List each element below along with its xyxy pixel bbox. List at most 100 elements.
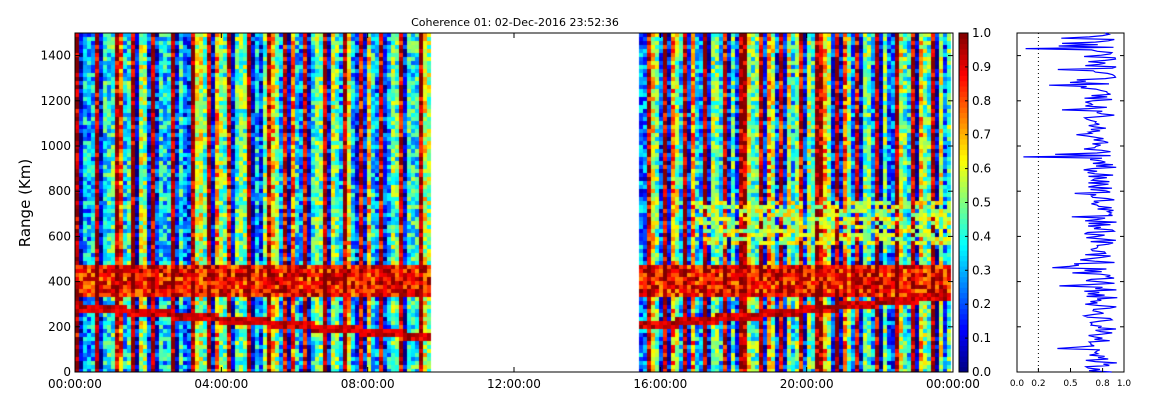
colorbar-segment [959, 38, 968, 45]
colorbar-segment [959, 181, 968, 188]
colorbar-segment [959, 133, 968, 140]
colorbar-segment [959, 59, 968, 66]
y-tick-label: 1000 [40, 139, 71, 153]
heatmap-image [75, 33, 953, 372]
y-tick-label: 1400 [40, 49, 71, 63]
y-tick-label: 200 [48, 320, 71, 334]
colorbar-segment [959, 91, 968, 98]
colorbar-segment [959, 308, 968, 315]
heatmap-x-ticks: 00:00:00 04:00:00 08:00:00 12:00:00 16:00:00… [48, 33, 980, 391]
colorbar-tick-label: 0.7 [972, 128, 991, 142]
colorbar-tick-label: 0.9 [972, 60, 991, 74]
colorbar-segment [959, 213, 968, 219]
colorbar-segment [959, 356, 968, 362]
colorbar-segment [959, 303, 968, 309]
colorbar-segment [959, 197, 968, 203]
colorbar-segment [959, 361, 968, 368]
profile-x-tick-label: 1.0 [1117, 379, 1132, 389]
heatmap-y-ticks: 0 200 400 600 800 1000 1200 1400 [40, 49, 953, 379]
colorbar-segment [959, 144, 968, 151]
x-tick-label: 08:00:00 [341, 377, 395, 391]
heatmap-plot [75, 33, 953, 372]
colorbar-segment [959, 223, 968, 230]
colorbar-segment [959, 345, 968, 352]
colorbar-segment [959, 75, 968, 82]
profile-x-tick-label: 0.8 [1095, 379, 1110, 389]
colorbar-segment [959, 64, 968, 71]
colorbar-segment [959, 128, 968, 135]
colorbar-segment [959, 271, 968, 278]
colorbar-segment [959, 292, 968, 299]
colorbar-segment [959, 276, 968, 283]
y-tick-label: 600 [48, 229, 71, 243]
colorbar-segment [959, 340, 968, 347]
colorbar-segment [959, 107, 968, 113]
colorbar-segment [959, 281, 968, 288]
colorbar-segment [959, 191, 968, 198]
colorbar-segment [959, 329, 968, 336]
colorbar-segment [959, 154, 968, 161]
colorbar-segment [959, 123, 968, 129]
colorbar-segment [959, 324, 968, 331]
x-tick-label: 16:00:00 [633, 377, 687, 391]
colorbar-segment [959, 96, 968, 103]
colorbar-segment [959, 48, 968, 55]
x-tick-label: 00:00:00 [926, 377, 980, 391]
colorbar-segment [959, 313, 968, 320]
x-tick-label: 20:00:00 [780, 377, 834, 391]
colorbar-segment [959, 334, 968, 341]
colorbar-segment [959, 244, 968, 251]
y-axis-label: Range (Km) [16, 159, 34, 247]
colorbar-segment [959, 70, 968, 76]
x-tick-label: 04:00:00 [194, 377, 248, 391]
colorbar-tick-label: 0.3 [972, 263, 991, 277]
colorbar-tick-label: 0.1 [972, 331, 991, 345]
colorbar-segment [959, 260, 968, 267]
colorbar-segment [959, 176, 968, 182]
profile-series-line [1023, 32, 1118, 373]
colorbar [959, 33, 968, 373]
colorbar-segment [959, 239, 968, 246]
colorbar-tick-label: 0.4 [972, 229, 991, 243]
profile-x-tick-label: 0.2 [1031, 379, 1045, 389]
x-tick-label: 12:00:00 [487, 377, 541, 391]
colorbar-segment [959, 54, 968, 60]
colorbar-segment [959, 297, 968, 304]
colorbar-segment [959, 43, 968, 50]
colorbar-segment [959, 160, 968, 166]
colorbar-segment [959, 228, 968, 235]
colorbar-segment [959, 80, 968, 87]
colorbar-segment [959, 149, 968, 156]
colorbar-segment [959, 112, 968, 119]
colorbar-segment [959, 165, 968, 172]
colorbar-tick-label: 0.2 [972, 297, 991, 311]
profile-x-tick-label: 0.0 [1010, 379, 1025, 389]
colorbar-segment [959, 287, 968, 294]
colorbar-segment [959, 117, 968, 124]
y-tick-label: 800 [48, 184, 71, 198]
y-tick-label: 1200 [40, 94, 71, 108]
colorbar-segment [959, 255, 968, 262]
colorbar-tick-label: 1.0 [972, 26, 991, 40]
colorbar-tick-label: 0.0 [972, 365, 991, 379]
colorbar-segment [959, 350, 968, 357]
colorbar-segment [959, 138, 968, 145]
colorbar-segment [959, 202, 968, 209]
colorbar-segment [959, 250, 968, 256]
colorbar-segment [959, 85, 968, 92]
colorbar-tick-label: 0.8 [972, 94, 991, 108]
profile-panel-frame [1016, 32, 1125, 373]
colorbar-ticks: 0.0 0.1 0.2 0.3 0.4 0.5 0.6 0.7 0.8 0.9 1.0 [965, 26, 991, 379]
y-tick-label: 0 [63, 365, 71, 379]
colorbar-segment [959, 170, 968, 177]
profile-x-tick-label: 0.5 [1063, 379, 1077, 389]
colorbar-segment [959, 33, 968, 39]
x-tick-label: 00:00:00 [48, 377, 102, 391]
colorbar-segment [959, 319, 968, 325]
colorbar-tick-label: 0.6 [972, 162, 991, 176]
colorbar-segment [959, 218, 968, 225]
chart-title: Coherence 01: 02-Dec-2016 23:52:36 [411, 16, 619, 29]
profile-ticks: 0.0 0.2 0.5 0.8 1.0 [1010, 55, 1132, 389]
colorbar-segment [959, 186, 968, 193]
